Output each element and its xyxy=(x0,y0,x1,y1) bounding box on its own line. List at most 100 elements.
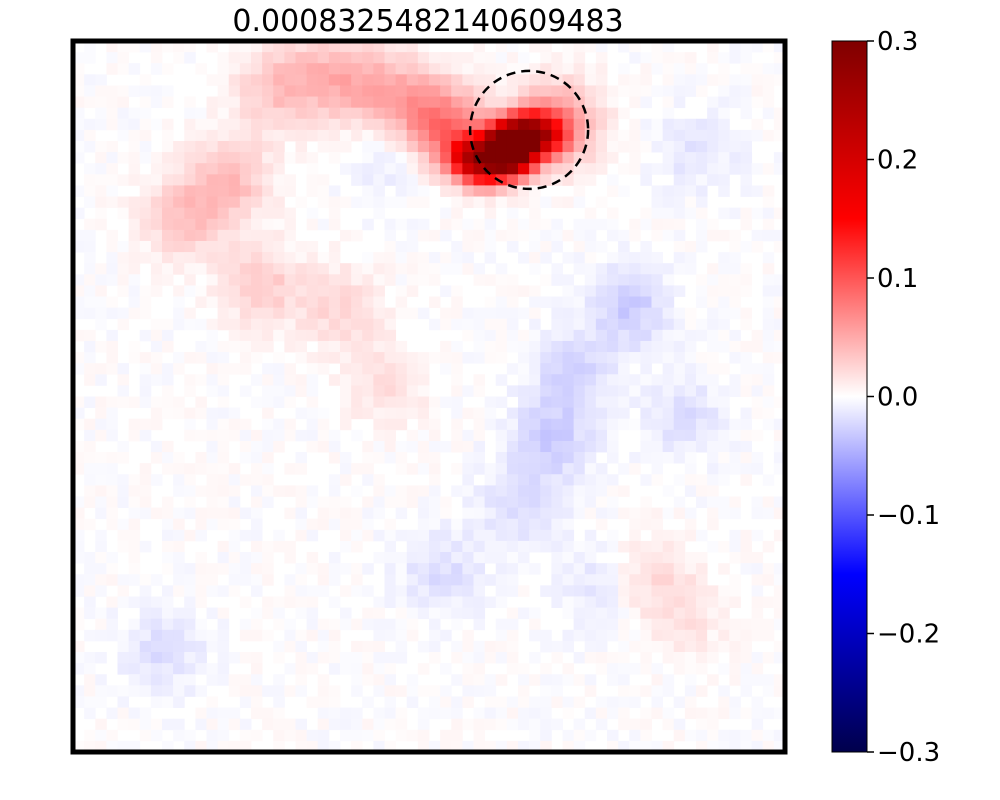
heatmap-cell xyxy=(351,163,363,175)
heatmap-cell xyxy=(173,552,185,564)
heatmap-cell xyxy=(473,163,486,175)
heatmap-cell xyxy=(128,396,141,409)
heatmap-cell xyxy=(184,640,196,653)
heatmap-cell xyxy=(328,596,341,608)
heatmap-cell xyxy=(707,274,719,286)
heatmap-cell xyxy=(451,252,463,264)
heatmap-cell xyxy=(351,229,363,242)
heatmap-cell xyxy=(351,52,363,64)
heatmap-cell xyxy=(707,340,719,353)
heatmap-cell xyxy=(506,574,519,586)
heatmap-cell xyxy=(306,152,319,164)
heatmap-cell xyxy=(162,596,174,608)
heatmap-cell xyxy=(607,563,619,575)
heatmap-cell xyxy=(73,452,85,464)
heatmap-cell xyxy=(150,363,163,375)
heatmap-cell xyxy=(573,285,586,297)
heatmap-cell xyxy=(384,418,397,431)
heatmap-cell xyxy=(217,452,230,464)
heatmap-cell xyxy=(351,407,363,420)
heatmap-cell xyxy=(618,685,630,697)
heatmap-cell xyxy=(106,685,118,697)
heatmap-cell xyxy=(429,563,441,575)
heatmap-cell xyxy=(595,596,608,608)
heatmap-cell xyxy=(317,340,330,353)
heatmap-cell xyxy=(696,652,708,664)
heatmap-cell xyxy=(473,385,486,397)
heatmap-cell xyxy=(618,140,630,153)
heatmap-cell xyxy=(217,440,230,453)
heatmap-cell xyxy=(673,440,686,453)
heatmap-cell xyxy=(729,307,741,320)
heatmap-cell xyxy=(618,696,630,708)
heatmap-cell xyxy=(762,196,775,209)
colorbar-tick-label: −0.2 xyxy=(877,620,940,650)
heatmap-cell xyxy=(529,729,541,742)
heatmap-cell xyxy=(84,340,96,353)
heatmap-cell xyxy=(117,652,130,664)
heatmap-cell xyxy=(295,85,308,97)
heatmap-cell xyxy=(506,196,519,209)
heatmap-cell xyxy=(306,285,319,297)
heatmap-cell xyxy=(239,552,252,564)
heatmap-cell xyxy=(573,352,586,364)
heatmap-cell xyxy=(662,452,675,464)
heatmap-cell xyxy=(139,218,152,231)
heatmap-cell xyxy=(150,652,163,664)
heatmap-cell xyxy=(584,652,597,664)
heatmap-cell xyxy=(540,218,552,231)
heatmap-cell xyxy=(562,452,575,464)
heatmap-cell xyxy=(773,118,785,131)
heatmap-cell xyxy=(696,385,708,397)
heatmap-cell xyxy=(506,96,519,109)
heatmap-cell xyxy=(95,507,107,520)
heatmap-cell xyxy=(584,41,597,53)
heatmap-cell xyxy=(506,107,519,120)
heatmap-cell xyxy=(718,496,730,508)
heatmap-cell xyxy=(473,407,486,420)
heatmap-cell xyxy=(284,174,296,186)
heatmap-cell xyxy=(595,107,608,120)
heatmap-cell xyxy=(651,252,664,264)
heatmap-cell xyxy=(228,196,241,209)
heatmap-cell xyxy=(373,252,385,264)
heatmap-cell xyxy=(729,529,741,542)
heatmap-cell xyxy=(473,218,486,231)
heatmap-cell xyxy=(195,296,207,309)
heatmap-cell xyxy=(284,552,296,564)
heatmap-cell xyxy=(73,518,85,531)
heatmap-cell xyxy=(707,152,719,164)
heatmap-cell xyxy=(473,485,486,497)
heatmap-cell xyxy=(506,663,519,675)
heatmap-cell xyxy=(729,163,741,175)
heatmap-cell xyxy=(228,207,241,220)
heatmap-cell xyxy=(262,218,274,231)
heatmap-cell xyxy=(406,118,419,131)
heatmap-cell xyxy=(84,363,96,375)
heatmap-cell xyxy=(417,41,430,53)
heatmap-cell xyxy=(729,740,741,752)
heatmap-cell xyxy=(495,518,508,531)
heatmap-cell xyxy=(295,63,308,75)
heatmap-cell xyxy=(162,685,174,697)
heatmap-cell xyxy=(373,129,385,142)
heatmap-cell xyxy=(518,163,530,175)
heatmap-cell xyxy=(584,396,597,409)
heatmap-cell xyxy=(762,707,775,720)
heatmap-cell xyxy=(551,507,563,520)
heatmap-cell xyxy=(762,729,775,742)
heatmap-cell xyxy=(662,485,675,497)
heatmap-cell xyxy=(618,596,630,608)
heatmap-cell xyxy=(306,385,319,397)
heatmap-cell xyxy=(751,707,764,720)
heatmap-cell xyxy=(206,574,219,586)
heatmap-cell xyxy=(607,540,619,553)
heatmap-cell xyxy=(295,152,308,164)
heatmap-cell xyxy=(707,652,719,664)
heatmap-cell xyxy=(495,340,508,353)
heatmap-cell xyxy=(351,41,363,53)
heatmap-cell xyxy=(184,385,196,397)
heatmap-cell xyxy=(707,74,719,86)
heatmap-cell xyxy=(251,240,263,253)
heatmap-cell xyxy=(562,563,575,575)
